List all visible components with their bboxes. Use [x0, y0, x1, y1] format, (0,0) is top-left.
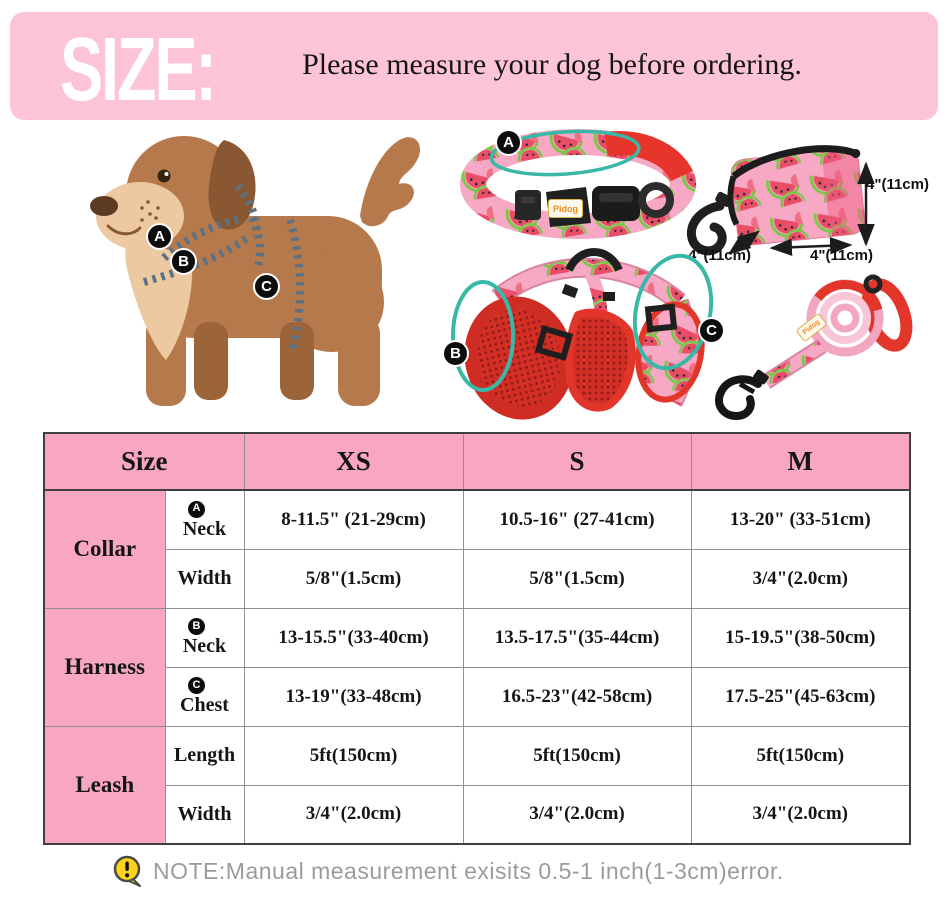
collar-neck-ellipse [489, 129, 641, 177]
collar-marker-a: A [495, 129, 522, 156]
size-table: Size XS S M Collar A Neck 8-11.5" (21-29… [43, 432, 911, 845]
header-size: Size [43, 432, 245, 491]
leash-width-xs: 3/4"(2.0cm) [243, 784, 464, 845]
bag-image [686, 145, 875, 256]
table-row-leash-width: Width 3/4"(2.0cm) 3/4"(2.0cm) 3/4"(2.0cm… [44, 784, 911, 845]
table-row-collar-width: Width 5/8"(1.5cm) 5/8"(1.5cm) 3/4"(2.0cm… [44, 548, 911, 609]
leash-width-label: Width [164, 784, 245, 845]
harness-buckles [534, 303, 678, 361]
harness-chest-xs: 13-19"(33-48cm) [243, 666, 464, 727]
harness-neck-ellipse [451, 280, 515, 392]
harness-chest-label: C Chest [164, 666, 245, 727]
harness-marker-b: B [442, 340, 469, 367]
category-leash: Leash [43, 725, 166, 845]
leash-length-xs: 5ft(150cm) [243, 725, 464, 786]
collar-d-ring [638, 182, 674, 218]
harness-neck-label: B Neck [164, 607, 245, 668]
harness-neck-s: 13.5-17.5"(35-44cm) [462, 607, 692, 668]
category-harness: Harness [43, 607, 166, 727]
leash-coil [806, 274, 884, 357]
collar-width-m: 3/4"(2.0cm) [690, 548, 911, 609]
collar-width-xs: 5/8"(1.5cm) [243, 548, 464, 609]
dog-marker-c: C [253, 273, 280, 300]
exclamation-balloon-icon [113, 855, 141, 887]
harness-marker-c: C [698, 317, 725, 344]
leash-width-s: 3/4"(2.0cm) [462, 784, 692, 845]
dog-ear [208, 140, 256, 230]
note: NOTE:Manual measurement exisits 0.5-1 in… [112, 855, 784, 888]
harness-chest-s: 16.5-23"(42-58cm) [462, 666, 692, 727]
dog-nose [90, 196, 118, 216]
table-row-collar-neck: Collar A Neck 8-11.5" (21-29cm) 10.5-16"… [43, 489, 911, 609]
harness-image [451, 248, 714, 420]
leash-image [715, 274, 913, 420]
dog-measure-bands [142, 183, 304, 354]
leash-length-s: 5ft(150cm) [462, 725, 692, 786]
harness-neck-m: 15-19.5"(38-50cm) [690, 607, 911, 668]
category-collar: Collar [43, 489, 166, 609]
bag-zipper [731, 145, 858, 180]
note-text: NOTE:Manual measurement exisits 0.5-1 in… [153, 858, 784, 884]
banner: SIZE: Please measure your dog before ord… [10, 12, 938, 120]
collar-neck-xs: 8-11.5" (21-29cm) [243, 489, 464, 550]
table-row-harness-neck: Harness B Neck 13-15.5"(33-40cm) 13.5-17… [43, 607, 911, 727]
bag-depth-label: 4"(11cm) [688, 247, 751, 264]
leash-width-m: 3/4"(2.0cm) [690, 784, 911, 845]
table-row-leash-length: Leash Length 5ft(150cm) 5ft(150cm) 5ft(1… [43, 725, 911, 845]
leash-snap-hook [715, 369, 769, 420]
harness-chest-m: 17.5-25"(45-63cm) [690, 666, 911, 727]
collar-width-s: 5/8"(1.5cm) [462, 548, 692, 609]
table-row-harness-chest: C Chest 13-19"(33-48cm) 16.5-23"(42-58cm… [44, 666, 911, 727]
table-marker-b: B [188, 618, 205, 636]
collar-width-label: Width [164, 548, 245, 609]
collar-neck-m: 13-20" (33-51cm) [690, 489, 911, 550]
dog-measure-illustration [90, 136, 421, 406]
table-marker-c: C [188, 677, 205, 695]
banner-title: SIZE: [60, 20, 217, 120]
dog-marker-a: A [146, 223, 173, 250]
collar-neck-label: A Neck [164, 489, 245, 550]
collar-brand-tag: Pidog [548, 199, 583, 218]
header-xs: XS [243, 432, 464, 491]
leash-length-label: Length [164, 725, 245, 786]
table-header-row: Size XS S M [43, 432, 911, 491]
header-s: S [462, 432, 692, 491]
header-m: M [690, 432, 911, 491]
collar-neck-s: 10.5-16" (27-41cm) [462, 489, 692, 550]
dog-marker-b: B [170, 248, 197, 275]
table-marker-a: A [188, 500, 205, 518]
harness-neck-xs: 13-15.5"(33-40cm) [243, 607, 464, 668]
bag-height-label: 4"(11cm) [866, 176, 929, 193]
harness-handle [565, 248, 623, 272]
leash-length-m: 5ft(150cm) [690, 725, 911, 786]
banner-tagline: Please measure your dog before ordering. [302, 48, 802, 81]
bag-width-label: 4"(11cm) [810, 247, 873, 264]
dog-eye [157, 169, 171, 183]
bag-dimension-arrows [728, 161, 875, 256]
